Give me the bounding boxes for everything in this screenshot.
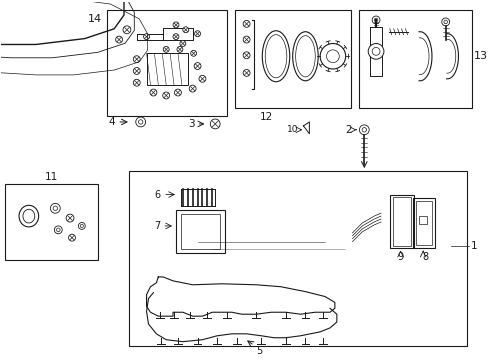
Circle shape — [194, 63, 201, 69]
Text: 14: 14 — [88, 14, 102, 24]
Circle shape — [183, 27, 189, 33]
Text: 6: 6 — [154, 190, 160, 199]
Circle shape — [320, 44, 345, 69]
Circle shape — [174, 89, 181, 96]
Ellipse shape — [265, 35, 287, 78]
Ellipse shape — [293, 32, 318, 81]
Circle shape — [123, 26, 131, 34]
Text: 12: 12 — [260, 112, 273, 122]
Text: 9: 9 — [397, 252, 404, 262]
Circle shape — [180, 41, 186, 46]
Circle shape — [374, 18, 378, 22]
Circle shape — [50, 203, 60, 213]
Circle shape — [150, 89, 157, 96]
Ellipse shape — [295, 36, 315, 77]
Circle shape — [80, 224, 83, 228]
Circle shape — [243, 52, 250, 59]
Circle shape — [444, 20, 447, 24]
Circle shape — [144, 34, 149, 40]
Text: 2: 2 — [345, 125, 351, 135]
Text: 8: 8 — [422, 252, 428, 262]
Circle shape — [199, 75, 206, 82]
Circle shape — [243, 21, 250, 27]
Circle shape — [189, 85, 196, 92]
Circle shape — [133, 68, 140, 75]
Bar — [235, 10, 350, 108]
Circle shape — [243, 36, 250, 43]
Circle shape — [442, 18, 450, 26]
Ellipse shape — [262, 31, 290, 82]
Bar — [393, 198, 412, 246]
Text: 10: 10 — [287, 125, 298, 134]
Circle shape — [139, 120, 143, 124]
Circle shape — [78, 222, 85, 229]
Text: 3: 3 — [188, 119, 195, 129]
Bar — [419, 216, 427, 224]
Circle shape — [56, 228, 60, 231]
Circle shape — [133, 79, 140, 86]
Text: 13: 13 — [474, 51, 488, 61]
Circle shape — [243, 69, 250, 76]
Bar — [107, 10, 227, 116]
Bar — [176, 210, 225, 253]
Circle shape — [173, 34, 179, 40]
Bar — [390, 194, 415, 248]
Bar — [359, 10, 472, 108]
Circle shape — [359, 125, 369, 135]
Ellipse shape — [19, 205, 39, 227]
Circle shape — [69, 234, 75, 241]
Circle shape — [66, 214, 74, 222]
Ellipse shape — [23, 209, 35, 223]
Circle shape — [326, 50, 339, 63]
Circle shape — [53, 206, 57, 211]
Circle shape — [173, 22, 179, 28]
Circle shape — [136, 117, 146, 127]
Circle shape — [372, 16, 380, 24]
Bar — [181, 214, 220, 249]
Circle shape — [133, 56, 140, 63]
Bar — [147, 53, 188, 85]
Circle shape — [116, 36, 122, 43]
Bar — [129, 171, 467, 346]
Circle shape — [210, 119, 220, 129]
Circle shape — [163, 92, 170, 99]
Bar — [5, 184, 98, 260]
Bar — [414, 198, 435, 248]
Circle shape — [372, 48, 380, 55]
Circle shape — [195, 31, 200, 37]
Text: 1: 1 — [471, 240, 478, 251]
Text: 7: 7 — [154, 221, 160, 231]
Circle shape — [163, 46, 169, 52]
Bar — [416, 201, 432, 244]
Circle shape — [54, 226, 62, 234]
Circle shape — [362, 127, 367, 132]
Circle shape — [191, 50, 196, 56]
Text: 5: 5 — [256, 346, 263, 356]
Text: 11: 11 — [45, 172, 58, 182]
Circle shape — [177, 46, 183, 52]
Text: 4: 4 — [109, 117, 115, 127]
Circle shape — [368, 44, 384, 59]
